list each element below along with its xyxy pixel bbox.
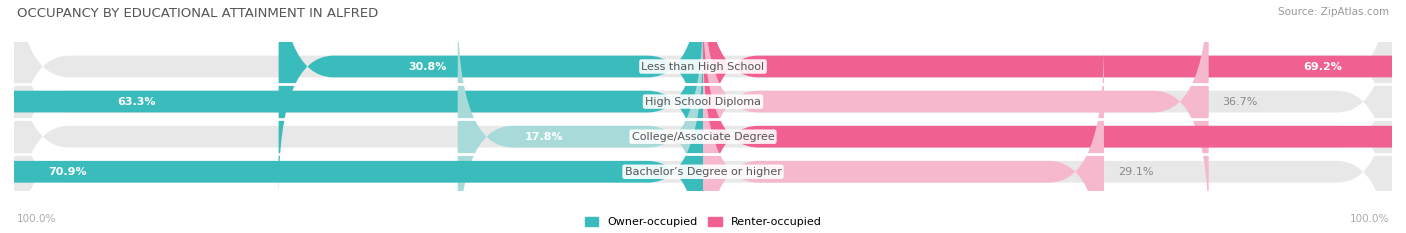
FancyBboxPatch shape <box>278 0 703 196</box>
Text: Source: ZipAtlas.com: Source: ZipAtlas.com <box>1278 7 1389 17</box>
FancyBboxPatch shape <box>14 7 1392 233</box>
Text: College/Associate Degree: College/Associate Degree <box>631 132 775 142</box>
Text: 17.8%: 17.8% <box>524 132 562 142</box>
Text: 100.0%: 100.0% <box>1350 214 1389 224</box>
FancyBboxPatch shape <box>0 0 703 231</box>
Text: 100.0%: 100.0% <box>17 214 56 224</box>
Legend: Owner-occupied, Renter-occupied: Owner-occupied, Renter-occupied <box>585 217 821 227</box>
Text: 36.7%: 36.7% <box>1222 97 1258 106</box>
FancyBboxPatch shape <box>14 0 1392 196</box>
Text: Bachelor’s Degree or higher: Bachelor’s Degree or higher <box>624 167 782 177</box>
Text: 29.1%: 29.1% <box>1118 167 1153 177</box>
Text: High School Diploma: High School Diploma <box>645 97 761 106</box>
FancyBboxPatch shape <box>14 0 1392 231</box>
FancyBboxPatch shape <box>0 42 703 233</box>
Text: 63.3%: 63.3% <box>117 97 155 106</box>
Text: 69.2%: 69.2% <box>1303 62 1343 72</box>
FancyBboxPatch shape <box>703 0 1209 231</box>
FancyBboxPatch shape <box>703 7 1406 233</box>
Text: 70.9%: 70.9% <box>49 167 87 177</box>
Text: 30.8%: 30.8% <box>408 62 446 72</box>
FancyBboxPatch shape <box>703 42 1104 233</box>
Text: Less than High School: Less than High School <box>641 62 765 72</box>
Text: OCCUPANCY BY EDUCATIONAL ATTAINMENT IN ALFRED: OCCUPANCY BY EDUCATIONAL ATTAINMENT IN A… <box>17 7 378 20</box>
FancyBboxPatch shape <box>458 7 703 233</box>
FancyBboxPatch shape <box>703 0 1406 196</box>
FancyBboxPatch shape <box>14 42 1392 233</box>
